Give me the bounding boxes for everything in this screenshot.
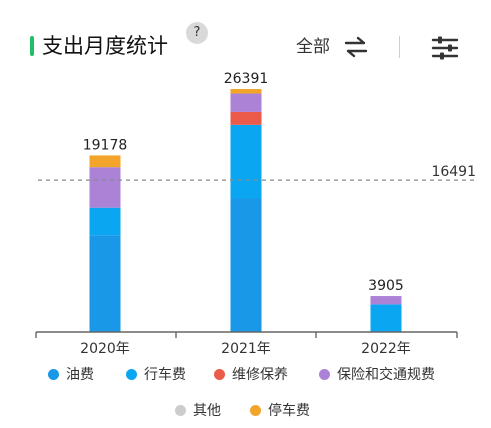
- legend-dot-insurance: [319, 368, 330, 380]
- chart-header: 支出月度统计 ? 全部: [0, 0, 491, 70]
- bar-segment-1-6[interactable]: [89, 155, 121, 168]
- bar-segment-2-6[interactable]: [230, 89, 262, 94]
- legend-row-2: 其他 停车费: [0, 400, 491, 422]
- legend-item-oil[interactable]: 油费: [48, 364, 94, 384]
- legend-item-travel[interactable]: 行车费: [126, 364, 186, 384]
- legend-item-insurance[interactable]: 保险和交通规费: [319, 364, 435, 384]
- legend-dot-other: [175, 404, 186, 416]
- range-selector-label[interactable]: 全部: [296, 37, 330, 57]
- legend-item-parking[interactable]: 停车费: [250, 400, 310, 420]
- reference-line-label: 16491: [431, 164, 476, 180]
- x-axis-tick-label-2: 2021年: [221, 341, 271, 357]
- bar-segment-1-4[interactable]: [89, 167, 121, 208]
- legend-dot-travel: [126, 368, 137, 380]
- legend-dot-parking: [250, 404, 261, 416]
- legend-dot-maintenance: [214, 368, 225, 380]
- bar-total-label-3: 3905: [368, 278, 404, 294]
- legend-item-other[interactable]: 其他: [175, 400, 221, 420]
- legend-label-insurance: 保险和交通规费: [337, 367, 435, 383]
- bar-segment-3-2[interactable]: [370, 304, 402, 332]
- legend-label-maintenance: 维修保养: [232, 367, 288, 383]
- bar-segment-3-4[interactable]: [370, 296, 402, 305]
- stacked-bar-chart: 19178 26391 3905 16491 2020年 2021年 2022年: [35, 71, 478, 357]
- bar-segment-2-1[interactable]: [230, 198, 262, 332]
- bar-segment-1-2[interactable]: [89, 207, 121, 236]
- legend-item-maintenance[interactable]: 维修保养: [214, 364, 288, 384]
- sliders-filter-icon[interactable]: [431, 36, 459, 60]
- title-accent-bar: [30, 36, 34, 56]
- legend-label-oil: 油费: [66, 367, 94, 383]
- legend-label-travel: 行车费: [144, 367, 186, 383]
- legend-dot-oil: [48, 368, 59, 380]
- x-axis-tick-label-1: 2020年: [80, 341, 130, 357]
- chart-title: 支出月度统计: [42, 34, 168, 58]
- bar-total-label-1: 19178: [83, 137, 128, 153]
- bar-segment-1-1[interactable]: [89, 235, 121, 332]
- legend-label-other: 其他: [193, 403, 221, 419]
- help-icon[interactable]: ?: [186, 22, 208, 44]
- bar-segment-2-2[interactable]: [230, 124, 262, 199]
- x-axis-tick-label-3: 2022年: [361, 341, 411, 357]
- legend-row-1: 油费 行车费 维修保养 保险和交通规费: [0, 364, 491, 386]
- bar-segment-2-3[interactable]: [230, 111, 262, 125]
- bar-total-label-2: 26391: [224, 71, 269, 87]
- swap-arrows-icon[interactable]: [344, 36, 368, 58]
- legend-label-parking: 停车费: [268, 403, 310, 419]
- header-divider: [399, 36, 400, 58]
- bar-segment-2-4[interactable]: [230, 93, 262, 112]
